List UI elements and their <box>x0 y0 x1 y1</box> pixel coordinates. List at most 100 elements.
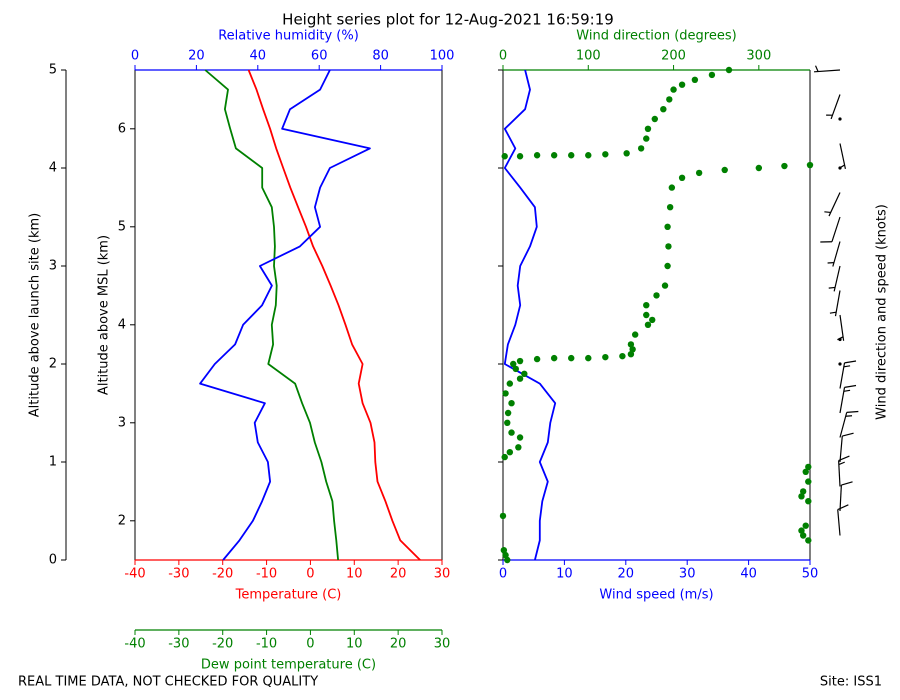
barb-staff <box>830 94 841 120</box>
direction-point <box>627 351 635 358</box>
y-tick-label: 3 <box>49 259 57 274</box>
x-tick-label: -20 <box>212 567 233 582</box>
x-axis-label: Temperature (C) <box>235 588 342 603</box>
profile-line <box>199 69 371 561</box>
y-tick-label: 5 <box>118 219 126 234</box>
wind-barb <box>839 384 857 414</box>
calm-barb <box>838 117 842 121</box>
y-tick-label: 4 <box>49 161 57 176</box>
x-tick-label: 80 <box>372 49 389 64</box>
x-tick-label: 10 <box>346 637 363 652</box>
direction-point <box>500 547 508 554</box>
calm-barb <box>838 362 842 366</box>
direction-point <box>502 390 509 397</box>
y-tick-label: 3 <box>118 415 126 430</box>
barb-staff <box>839 412 848 438</box>
x-tick-label: 30 <box>434 637 451 652</box>
direction-point <box>508 400 515 407</box>
x-tick-label: -20 <box>212 637 233 652</box>
direction-point <box>678 174 686 181</box>
direction-point <box>798 493 805 500</box>
direction-point <box>649 316 656 324</box>
direction-point <box>623 150 630 157</box>
x-tick-label: 60 <box>311 49 328 64</box>
direction-point <box>708 71 716 79</box>
wind-barb <box>839 410 859 438</box>
direction-point <box>665 243 672 250</box>
x-tick-label: 0 <box>499 49 507 64</box>
direction-point <box>501 153 508 160</box>
chart-title: Height series plot for 12-Aug-2021 16:59… <box>282 11 614 29</box>
barb-feather <box>838 164 845 169</box>
direction-point <box>499 512 507 520</box>
direction-point <box>664 223 671 230</box>
direction-point <box>508 429 515 436</box>
direction-point <box>506 449 514 456</box>
x-tick-label: 30 <box>434 567 451 582</box>
direction-point <box>502 551 509 559</box>
direction-point <box>660 106 667 113</box>
x-tick-label: 10 <box>556 567 573 582</box>
direction-point <box>550 152 558 159</box>
barb-feather <box>838 461 845 466</box>
direction-point <box>533 355 541 363</box>
wind-barb <box>828 265 841 292</box>
wind-barb <box>824 192 841 217</box>
wind-barb <box>838 143 846 170</box>
wind-barb <box>827 241 841 267</box>
direction-point <box>629 346 636 353</box>
direction-point <box>504 419 511 426</box>
direction-point <box>643 135 650 142</box>
wind-barb <box>837 314 845 341</box>
y-tick-label: 4 <box>118 317 126 332</box>
direction-point <box>516 375 524 382</box>
direction-point <box>602 353 609 361</box>
direction-point <box>670 86 677 93</box>
direction-point <box>781 162 788 170</box>
barb-staff <box>833 265 841 292</box>
direction-point <box>602 151 609 158</box>
direction-point <box>651 115 658 123</box>
profile-line <box>503 69 557 561</box>
direction-point <box>627 341 635 348</box>
x-tick-label: 20 <box>390 637 407 652</box>
barb-feather <box>814 65 819 72</box>
x-tick-label: 0 <box>499 567 507 582</box>
x-tick-label: 20 <box>390 567 407 582</box>
direction-point <box>501 453 508 461</box>
direction-point <box>666 204 674 211</box>
direction-point <box>504 556 511 564</box>
barb-feather <box>846 410 859 413</box>
barb-feather <box>843 365 851 368</box>
y-tick-label: 5 <box>49 63 57 78</box>
direction-point <box>504 409 512 417</box>
barb-axis-label: Wind direction and speed (knots) <box>875 204 890 420</box>
x-tick-label: -10 <box>256 637 277 652</box>
y-axis-label: Altitude above launch site (km) <box>28 213 43 417</box>
barb-feather <box>843 389 851 392</box>
direction-point <box>644 125 652 132</box>
wind-barb <box>839 360 857 389</box>
barb-staff <box>839 436 843 463</box>
direction-point <box>805 537 812 544</box>
direction-point <box>668 184 676 191</box>
direction-point <box>691 76 699 84</box>
direction-point <box>666 96 673 103</box>
direction-point <box>568 152 575 159</box>
x-tick-label: 200 <box>661 49 686 64</box>
direction-point <box>637 145 645 152</box>
y-tick-label: 6 <box>118 121 126 136</box>
wind-barb <box>820 216 841 243</box>
direction-point <box>798 527 805 534</box>
barb-feather <box>844 384 857 388</box>
direction-point <box>510 360 517 368</box>
barb-staff <box>832 241 841 267</box>
direction-point <box>516 434 524 441</box>
x-tick-label: 10 <box>346 567 363 582</box>
direction-point <box>516 357 524 365</box>
barb-staff <box>837 509 841 536</box>
direction-point <box>805 498 812 505</box>
barb-feather <box>841 481 853 486</box>
direction-point <box>643 302 650 309</box>
direction-point <box>533 152 541 159</box>
